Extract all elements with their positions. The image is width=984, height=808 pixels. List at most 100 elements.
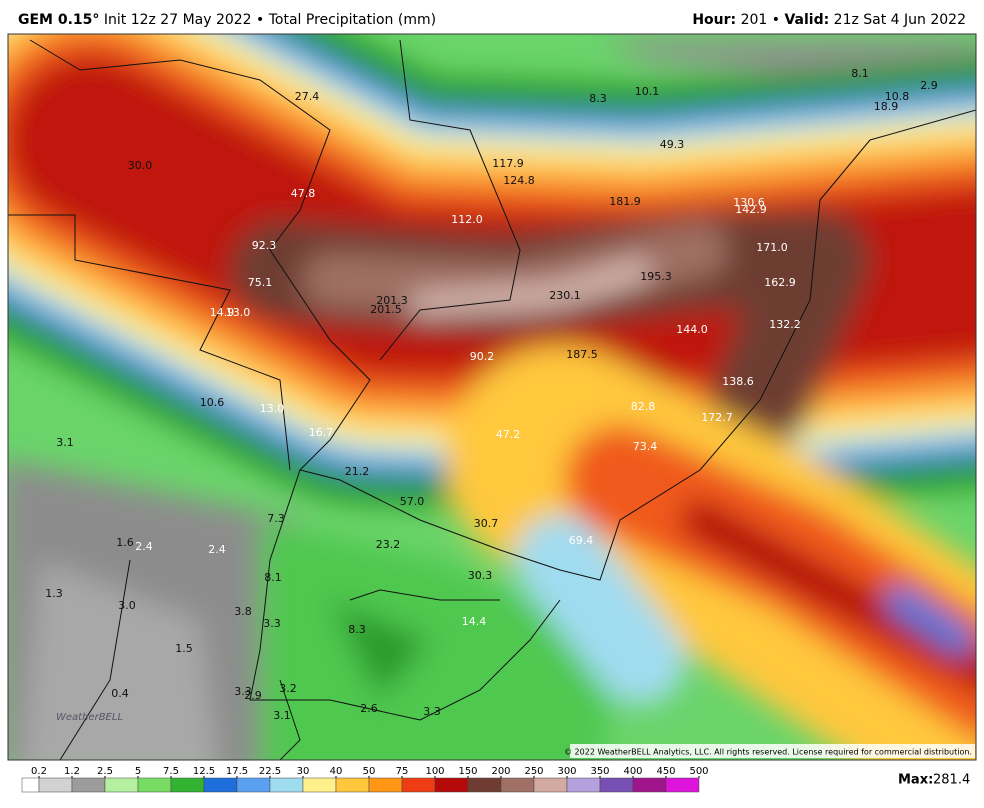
map-label: 3.2 xyxy=(279,682,297,695)
map-label: 8.3 xyxy=(348,623,366,636)
colorbar-label: 350 xyxy=(590,766,609,777)
colorbar-box xyxy=(335,777,370,793)
map-label: 8.3 xyxy=(589,92,607,105)
map-label: 230.1 xyxy=(549,289,581,302)
map-label: 1.5 xyxy=(175,642,193,655)
map-label: 2.4 xyxy=(208,543,226,556)
map-label: 30.7 xyxy=(474,517,499,530)
map-label: 181.9 xyxy=(609,195,641,208)
header-right: Hour: 201 • Valid: 21z Sat 4 Jun 2022 xyxy=(692,12,966,28)
colorbar-label: 150 xyxy=(458,766,477,777)
map-label: 8.1 xyxy=(264,571,282,584)
colorbar-box xyxy=(38,777,73,793)
colorbar-label: 12.5 xyxy=(193,766,215,777)
map-label: 142.9 xyxy=(735,203,767,216)
colorbar-box xyxy=(21,777,40,793)
map-label: 162.9 xyxy=(764,276,796,289)
colorbar-box xyxy=(500,777,535,793)
map-label: 13.0 xyxy=(226,306,251,319)
map-label: 10.8 xyxy=(885,90,910,103)
colorbar-label: 0.2 xyxy=(31,766,47,777)
max-key: Max: xyxy=(898,773,933,788)
colorbar-box xyxy=(368,777,403,793)
colorbar-box xyxy=(467,777,502,793)
colorbar-label: 17.5 xyxy=(226,766,248,777)
map-label: 132.2 xyxy=(769,318,801,331)
map-label: 82.8 xyxy=(631,400,656,413)
map-label: 73.4 xyxy=(633,440,658,453)
colorbar-label: 30 xyxy=(297,766,310,777)
colorbar-label: 22.5 xyxy=(259,766,281,777)
map-label: 187.5 xyxy=(566,348,598,361)
map-label: 92.3 xyxy=(252,239,277,252)
colorbar-label: 450 xyxy=(656,766,675,777)
hour: 201 • xyxy=(740,12,781,28)
map-label: 2.6 xyxy=(360,702,378,715)
colorbar-box xyxy=(203,777,238,793)
map-label: 90.2 xyxy=(470,350,495,363)
colorbar-label: 2.5 xyxy=(97,766,113,777)
valid: 21z Sat 4 Jun 2022 xyxy=(833,12,966,28)
map-label: 75.1 xyxy=(248,276,273,289)
copyright: © 2022 WeatherBELL Analytics, LLC. All r… xyxy=(564,748,972,757)
colorbar-box xyxy=(269,777,304,793)
colorbar-label: 75 xyxy=(396,766,409,777)
map-label: 13.0 xyxy=(260,402,285,415)
precip-field xyxy=(8,34,976,760)
map-label: 3.1 xyxy=(56,436,74,449)
map-label: 47.2 xyxy=(496,428,521,441)
map-label: 2.4 xyxy=(135,540,153,553)
map-label: 1.3 xyxy=(45,587,63,600)
colorbar-label: 400 xyxy=(623,766,642,777)
map-label: 172.7 xyxy=(701,411,733,424)
colorbar-box xyxy=(71,777,106,793)
map-label: 7.3 xyxy=(267,512,285,525)
map-label: 124.8 xyxy=(503,174,535,187)
logo: WeatherBELL xyxy=(56,712,123,723)
colorbar-label: 7.5 xyxy=(163,766,179,777)
map-label: 8.1 xyxy=(851,67,869,80)
map-label: 57.0 xyxy=(400,495,425,508)
colorbar-box xyxy=(170,777,205,793)
map-label: 2.9 xyxy=(244,689,262,702)
colorbar-box xyxy=(632,777,667,793)
map-label: 21.2 xyxy=(345,465,370,478)
colorbar-label: 40 xyxy=(330,766,343,777)
map-label: 27.4 xyxy=(295,90,320,103)
map-label: 1.6 xyxy=(116,536,134,549)
colorbar-box xyxy=(533,777,568,793)
map-frame xyxy=(7,33,977,761)
info: Init 12z 27 May 2022 • Total Precipitati… xyxy=(103,12,437,28)
colorbar-label: 5 xyxy=(135,766,141,777)
colorbar-label: 50 xyxy=(363,766,376,777)
colorbar-box xyxy=(599,777,634,793)
colorbar-box xyxy=(566,777,601,793)
hour-key: Hour: xyxy=(692,12,737,28)
valid-key: Valid: xyxy=(784,12,830,28)
map-label: 144.0 xyxy=(676,323,708,336)
colorbar-label: 250 xyxy=(524,766,543,777)
colorbar-box xyxy=(401,777,436,793)
colorbar-box xyxy=(104,777,139,793)
map-label: 69.4 xyxy=(569,534,594,547)
map-label: 14.4 xyxy=(462,615,487,628)
header-left: GEM 0.15° Init 12z 27 May 2022 • Total P… xyxy=(18,12,436,28)
colorbar-box xyxy=(434,777,469,793)
map-label: 47.8 xyxy=(291,187,316,200)
colorbar-box xyxy=(665,777,700,793)
borders xyxy=(8,39,976,760)
colorbar-label: 1.2 xyxy=(64,766,80,777)
map-label: 10.6 xyxy=(200,396,225,409)
map-label: 171.0 xyxy=(756,241,788,254)
max-value: 281.4 xyxy=(933,773,970,788)
map-label: 16.7 xyxy=(309,426,334,439)
colorbar-box xyxy=(137,777,172,793)
map-label: 3.3 xyxy=(263,617,281,630)
map-label: 49.3 xyxy=(660,138,685,151)
map-label: 201.3 xyxy=(376,294,408,307)
map-label: 112.0 xyxy=(451,213,483,226)
copyright-bg xyxy=(570,744,975,758)
colorbar-label: 300 xyxy=(557,766,576,777)
